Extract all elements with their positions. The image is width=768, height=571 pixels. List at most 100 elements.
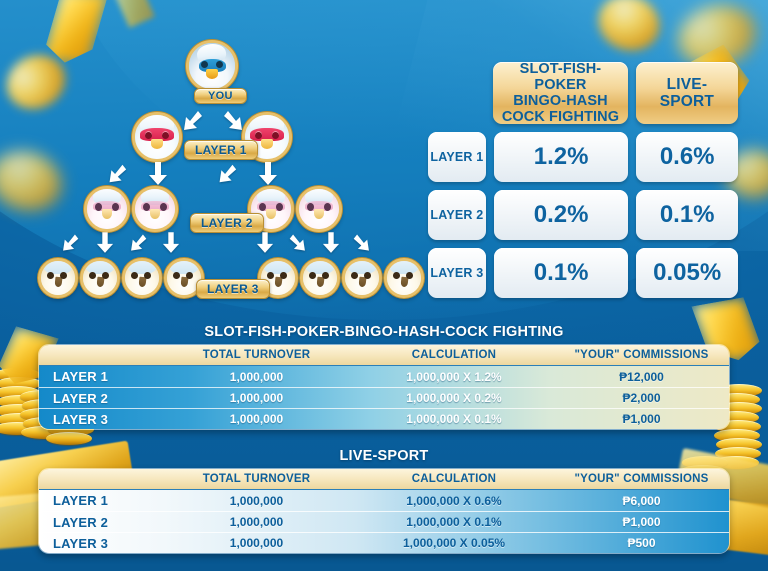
- rate-value-live: 0.05%: [636, 248, 738, 298]
- rate-header-slot-line2: BINGO-HASH: [513, 93, 608, 109]
- avatar-beak: [102, 209, 112, 220]
- pyramid-node-layer3: [342, 258, 382, 298]
- arrow-down-left-icon: [178, 108, 204, 134]
- table-header-calculation: CALCULATION: [411, 349, 497, 361]
- avatar-eye: [322, 271, 329, 279]
- avatar-eye: [309, 271, 316, 279]
- table-cell-turnover: 1,000,000: [229, 412, 284, 426]
- table-cell-turnover: 1,000,000: [229, 493, 284, 508]
- pyramid-node-layer3: [122, 258, 162, 298]
- rate-header-row: SLOT-FISH-POKER BINGO-HASH COCK FIGHTING…: [428, 60, 738, 126]
- table-cell-layer: LAYER 3: [53, 535, 109, 551]
- rate-row-label: LAYER 3: [428, 248, 486, 298]
- table-cell-layer: LAYER 3: [53, 411, 109, 427]
- arrow-down-right-icon: [222, 108, 248, 134]
- table-cell-turnover: 1,000,000: [229, 536, 284, 550]
- pyramid-node-layer2: [248, 186, 294, 232]
- avatar-eye: [159, 203, 167, 211]
- table-cell-calculation: 1,000,000 X 0.1%: [406, 412, 502, 426]
- table-cell-commission: ₱2,000: [622, 391, 661, 405]
- rate-row-layer1: LAYER 1 1.2% 0.6%: [428, 132, 738, 182]
- badge-you: YOU: [194, 88, 247, 104]
- avatar-eye: [89, 271, 96, 279]
- avatar-eye: [215, 61, 223, 69]
- table-header-row: TOTAL TURNOVER CALCULATION "YOUR" COMMIS…: [39, 345, 729, 366]
- commission-table-slot: TOTAL TURNOVER CALCULATION "YOUR" COMMIS…: [38, 344, 730, 430]
- avatar-eye: [186, 271, 193, 279]
- arrow-down-icon: [256, 232, 274, 254]
- avatar-eye: [95, 203, 103, 211]
- pyramid-node-layer3: [384, 258, 424, 298]
- rate-row-layer2: LAYER 2 0.2% 0.1%: [428, 190, 738, 240]
- avatar-eye: [143, 203, 151, 211]
- table-row: LAYER 3 1,000,000 1,000,000 X 0.05% ₱500: [39, 532, 729, 553]
- table-row: LAYER 3 1,000,000 1,000,000 X 0.1% ₱1,00…: [39, 408, 729, 429]
- arrow-down-left-icon: [214, 162, 238, 186]
- avatar-eye: [351, 271, 358, 279]
- table-header-row: TOTAL TURNOVER CALCULATION "YOUR" COMMIS…: [39, 469, 729, 490]
- arrow-down-icon: [96, 232, 114, 254]
- commission-example-section-slot: SLOT-FISH-POKER-BINGO-HASH-COCK FIGHTING…: [38, 324, 730, 430]
- avatar-eye: [275, 203, 283, 211]
- avatar-eye: [259, 203, 267, 211]
- referral-pyramid-diagram: YOU LAYER 1: [0, 0, 424, 320]
- rate-header-slot-line3: COCK FIGHTING: [501, 109, 620, 126]
- avatar-beak: [206, 68, 219, 79]
- avatar-bird-cream: [303, 261, 337, 295]
- avatar-eye: [393, 271, 400, 279]
- table-row: LAYER 1 1,000,000 1,000,000 X 1.2% ₱12,0…: [39, 366, 729, 387]
- pyramid-node-layer2: [84, 186, 130, 232]
- table-cell-commission: ₱6,000: [622, 493, 661, 508]
- rate-row-label: LAYER 2: [428, 190, 486, 240]
- avatar-eye: [307, 203, 315, 211]
- section-title-slot: SLOT-FISH-POKER-BINGO-HASH-COCK FIGHTING: [204, 324, 564, 340]
- table-header-turnover: TOTAL TURNOVER: [202, 349, 311, 361]
- pyramid-node-layer3: [38, 258, 78, 298]
- avatar-eye: [144, 271, 151, 279]
- avatar-bird-cream: [41, 261, 75, 295]
- avatar-bird-pink: [87, 189, 127, 229]
- pyramid-node-you: [186, 40, 238, 92]
- avatar-bird-red: [135, 115, 179, 159]
- avatar-eye: [102, 271, 109, 279]
- rate-value-slot: 1.2%: [493, 132, 629, 182]
- avatar-beak: [314, 209, 324, 220]
- table-cell-calculation: 1,000,000 X 0.2%: [406, 391, 502, 405]
- pyramid-node-layer3: [80, 258, 120, 298]
- table-row: LAYER 1 1,000,000 1,000,000 X 0.6% ₱6,00…: [39, 490, 729, 511]
- rate-value-live: 0.1%: [636, 190, 738, 240]
- badge-layer-3: LAYER 3: [196, 279, 270, 299]
- arrow-down-icon: [148, 162, 168, 186]
- rate-row-label: LAYER 1: [428, 132, 486, 182]
- table-cell-calculation: 1,000,000 X 0.05%: [402, 536, 506, 550]
- arrow-down-right-icon: [288, 232, 310, 254]
- avatar-eye: [144, 131, 153, 139]
- avatar-eye: [323, 203, 331, 211]
- table-header-calculation: CALCULATION: [411, 473, 497, 485]
- table-cell-commission: ₱1,000: [622, 515, 661, 529]
- table-cell-calculation: 1,000,000 X 0.1%: [406, 515, 502, 529]
- avatar-eye: [60, 271, 67, 279]
- table-cell-commission: ₱12,000: [619, 369, 664, 384]
- avatar-eye: [131, 271, 138, 279]
- rate-value-slot: 0.1%: [493, 248, 629, 298]
- table-cell-layer: LAYER 1: [53, 493, 109, 508]
- commission-rate-table: SLOT-FISH-POKER BINGO-HASH COCK FIGHTING…: [428, 60, 738, 298]
- arrow-down-icon: [258, 162, 278, 186]
- avatar-eye: [111, 203, 119, 211]
- avatar-eye: [267, 271, 274, 279]
- table-row: LAYER 2 1,000,000 1,000,000 X 0.1% ₱1,00…: [39, 511, 729, 532]
- arrow-down-right-icon: [352, 232, 374, 254]
- rate-header-slot: SLOT-FISH-POKER BINGO-HASH COCK FIGHTING: [493, 60, 628, 126]
- arrow-down-left-icon: [104, 162, 128, 186]
- commission-table-live: TOTAL TURNOVER CALCULATION "YOUR" COMMIS…: [38, 468, 730, 554]
- avatar-eye: [271, 131, 280, 139]
- avatar-bird-cream: [167, 261, 201, 295]
- avatar-bird-cream: [345, 261, 379, 295]
- table-cell-turnover: 1,000,000: [229, 515, 284, 529]
- table-cell-commission: ₱1,000: [622, 412, 661, 426]
- avatar-bird-cream: [83, 261, 117, 295]
- badge-layer-1: LAYER 1: [184, 140, 258, 160]
- avatar-bird-cream: [125, 261, 159, 295]
- rate-header-slot-line1: SLOT-FISH-POKER: [519, 60, 602, 93]
